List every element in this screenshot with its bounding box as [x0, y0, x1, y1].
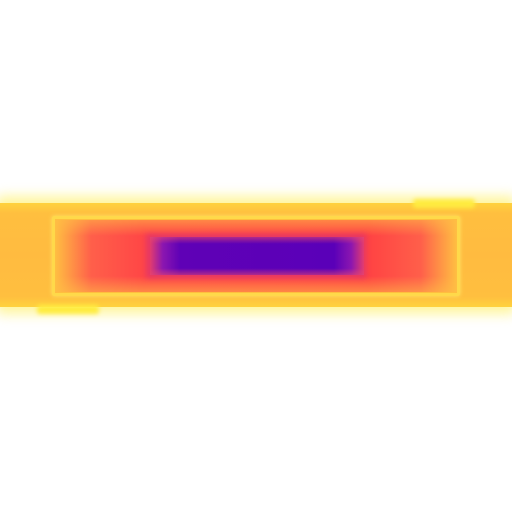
- bottom-left-highlight: [37, 305, 99, 314]
- core-band-shade: [150, 237, 364, 275]
- top-right-highlight: [413, 199, 475, 208]
- inner-frame: [52, 216, 460, 296]
